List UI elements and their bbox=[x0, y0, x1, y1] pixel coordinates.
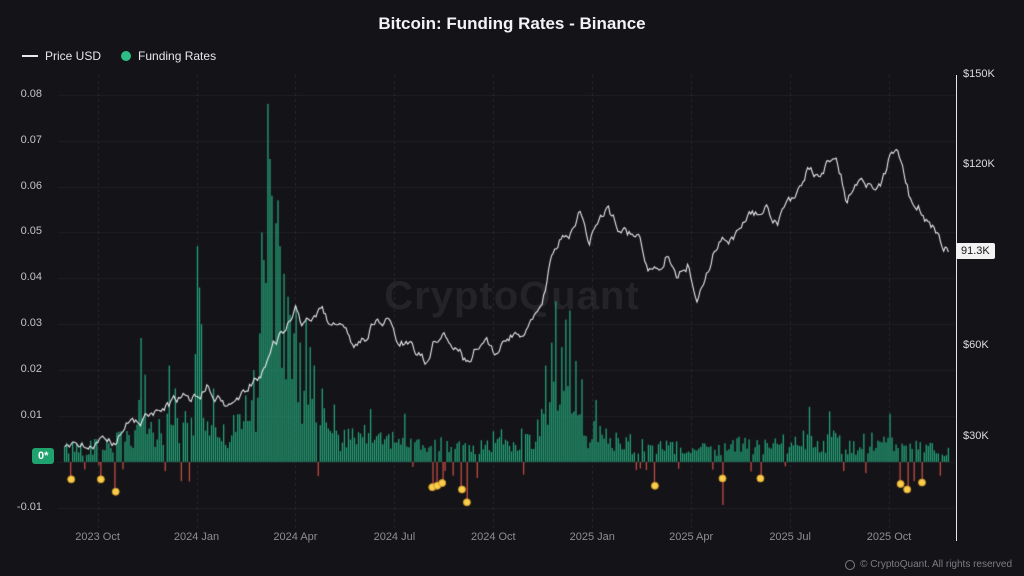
y-left-tick-label: 0.07 bbox=[20, 133, 42, 146]
y-right-tick-label: $60K bbox=[963, 339, 989, 352]
y-right-tick-label: $30K bbox=[963, 429, 989, 442]
x-tick-label: 2025 Jul bbox=[769, 531, 811, 543]
current-price-badge: 91.3K bbox=[956, 243, 995, 260]
legend-item-price[interactable]: Price USD bbox=[22, 49, 101, 63]
right-axis-line bbox=[956, 75, 957, 541]
price-line-swatch bbox=[22, 55, 38, 57]
zero-badge: 0* bbox=[32, 447, 55, 464]
x-tick-label: 2024 Apr bbox=[273, 531, 318, 543]
x-tick-label: 2025 Oct bbox=[866, 531, 912, 543]
x-tick-label: 2025 Apr bbox=[669, 531, 714, 543]
x-tick-label: 2024 Jul bbox=[373, 531, 416, 543]
chart-title: Bitcoin: Funding Rates - Binance bbox=[378, 14, 646, 33]
x-tick-label: 2025 Jan bbox=[569, 531, 615, 543]
legend-label-price: Price USD bbox=[45, 49, 102, 63]
x-tick-label: 2023 Oct bbox=[75, 531, 120, 543]
y-left-tick-label: 0.05 bbox=[20, 225, 42, 238]
copyright: © CryptoQuant. All rights reserved bbox=[845, 559, 1012, 570]
y-left-tick-label: 0.01 bbox=[20, 409, 42, 421]
legend-item-funding[interactable]: Funding Rates bbox=[121, 49, 216, 63]
y-left-tick-label: 0.08 bbox=[20, 87, 42, 100]
legend: Price USD Funding Rates bbox=[22, 49, 216, 63]
cryptoquant-logo-icon bbox=[845, 559, 856, 570]
y-left-tick-label: 0.04 bbox=[20, 271, 42, 284]
y-right-tick-label: $120K bbox=[963, 158, 995, 171]
legend-label-funding: Funding Rates bbox=[138, 49, 217, 63]
y-left-tick-label: 0.03 bbox=[20, 317, 42, 330]
y-right-tick-label: $150K bbox=[963, 68, 995, 80]
copyright-text: © CryptoQuant. All rights reserved bbox=[860, 559, 1012, 570]
x-tick-label: 2024 Jan bbox=[173, 531, 220, 543]
funding-dot-swatch bbox=[121, 51, 132, 61]
y-left-tick-label: -0.01 bbox=[16, 500, 42, 513]
y-left-tick-label: 0.06 bbox=[20, 179, 42, 192]
x-tick-label: 2024 Oct bbox=[470, 531, 516, 543]
y-left-tick-label: 0.02 bbox=[20, 363, 42, 376]
